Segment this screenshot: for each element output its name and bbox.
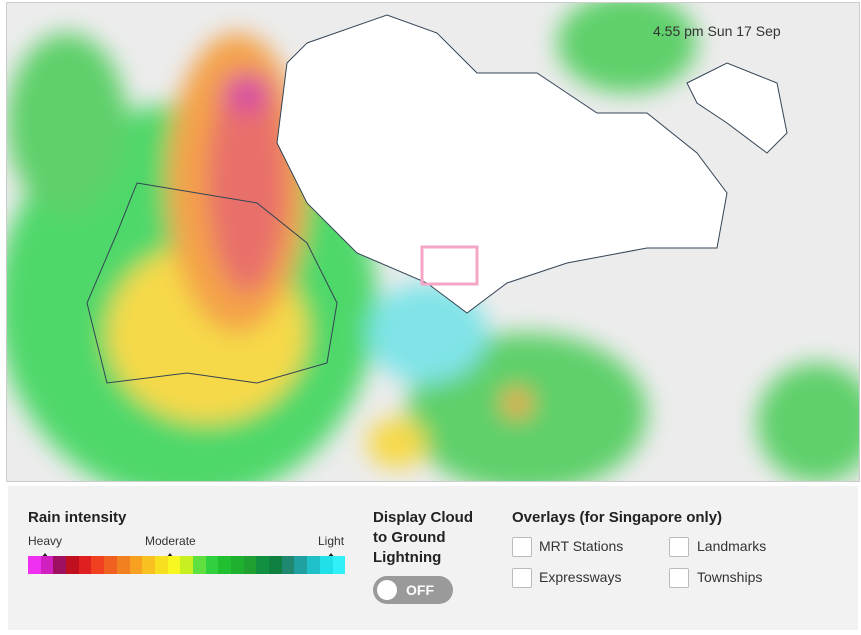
legend-swatch — [243, 556, 257, 574]
legend-swatch — [91, 556, 105, 574]
legend-swatch — [218, 556, 231, 574]
control-panel: Rain intensity Heavy Moderate Light Disp… — [8, 486, 858, 630]
island — [276, 14, 728, 314]
checkbox-label[interactable]: MRT Stations — [539, 538, 624, 554]
legend-color-bar — [28, 556, 346, 574]
legend-label: Light — [318, 534, 345, 558]
checkbox[interactable] — [669, 568, 689, 588]
map-graphics — [7, 3, 859, 481]
legend-label: Moderate — [145, 534, 196, 558]
timestamp: 4.55 pm Sun 17 Sep — [653, 23, 781, 39]
legend-swatch — [53, 556, 67, 574]
legend-label: Heavy — [28, 534, 63, 558]
checkbox-label[interactable]: Townships — [697, 569, 763, 585]
legend-swatch — [294, 556, 308, 574]
viewport-box — [420, 245, 479, 286]
legend-swatch — [332, 556, 346, 574]
lightning-title: Display Cloud to Ground Lightning — [373, 509, 474, 566]
toggle-label: OFF — [406, 582, 434, 598]
checkbox[interactable] — [512, 568, 532, 588]
legend-swatch — [66, 556, 79, 574]
checkbox[interactable] — [669, 537, 689, 557]
legend-swatch — [269, 556, 282, 574]
toggle-knob — [377, 580, 397, 600]
legend-swatch — [307, 556, 320, 574]
legend-swatch — [180, 556, 193, 574]
lightning-toggle[interactable]: OFF — [373, 576, 453, 604]
checkbox-label[interactable]: Landmarks — [697, 538, 767, 554]
legend-swatch — [40, 556, 54, 574]
rain-layer — [7, 3, 859, 481]
legend-swatch — [205, 556, 219, 574]
legend-swatch — [129, 556, 143, 574]
checkbox-label[interactable]: Expressways — [539, 569, 622, 585]
legend-swatch — [192, 556, 206, 574]
coastline — [86, 182, 338, 384]
legend-swatch — [142, 556, 155, 574]
overlays-title: Overlays (for Singapore only) — [512, 509, 723, 526]
radar-map[interactable]: 4.55 pm Sun 17 Sep — [6, 2, 860, 482]
legend-swatch — [104, 556, 117, 574]
legend-swatch — [167, 556, 181, 574]
legend-swatch — [28, 556, 41, 574]
legend-swatch — [256, 556, 270, 574]
checkbox[interactable] — [512, 537, 532, 557]
legend-swatch — [319, 556, 333, 574]
legend-swatch — [78, 556, 92, 574]
legend-swatch — [231, 556, 244, 574]
island — [686, 62, 788, 154]
legend-swatch — [154, 556, 168, 574]
legend-title: Rain intensity — [28, 509, 127, 526]
legend-swatch — [281, 556, 295, 574]
legend-swatch — [116, 556, 130, 574]
